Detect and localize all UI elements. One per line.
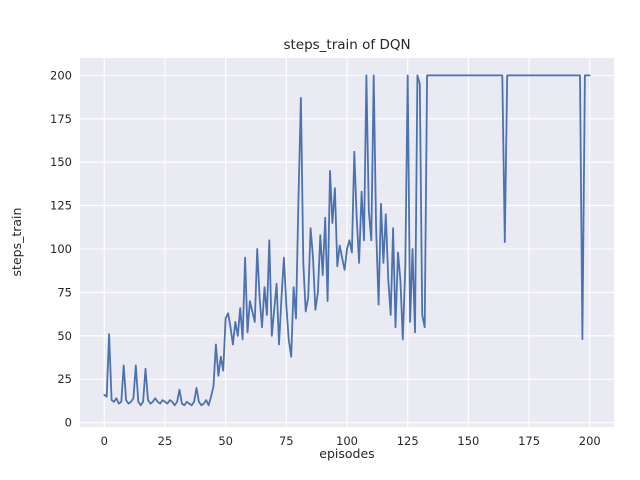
x-tick-label: 0 — [101, 434, 108, 448]
x-tick-label: 125 — [397, 434, 419, 448]
steps-train-line — [103, 74, 591, 407]
y-axis-label: steps_train — [9, 207, 24, 277]
y-tick-label: 50 — [57, 329, 72, 343]
x-axis-label: episodes — [319, 446, 375, 461]
y-tick-label: 200 — [50, 68, 72, 82]
y-tick-label: 0 — [65, 416, 72, 430]
y-tick-label: 125 — [50, 199, 72, 213]
x-tick-label: 150 — [457, 434, 479, 448]
y-tick-label: 25 — [57, 372, 72, 386]
y-tick-label: 175 — [50, 112, 72, 126]
y-tick-label: 150 — [50, 155, 72, 169]
y-tick-label: 75 — [57, 285, 72, 299]
x-tick-label: 50 — [218, 434, 233, 448]
x-tick-label: 75 — [279, 434, 294, 448]
x-tick-label: 175 — [518, 434, 540, 448]
x-tick-label: 25 — [158, 434, 173, 448]
x-tick-label: 100 — [336, 434, 358, 448]
y-tick-label: 100 — [50, 242, 72, 256]
chart-title: steps_train of DQN — [283, 37, 411, 53]
x-tick-label: 200 — [579, 434, 601, 448]
